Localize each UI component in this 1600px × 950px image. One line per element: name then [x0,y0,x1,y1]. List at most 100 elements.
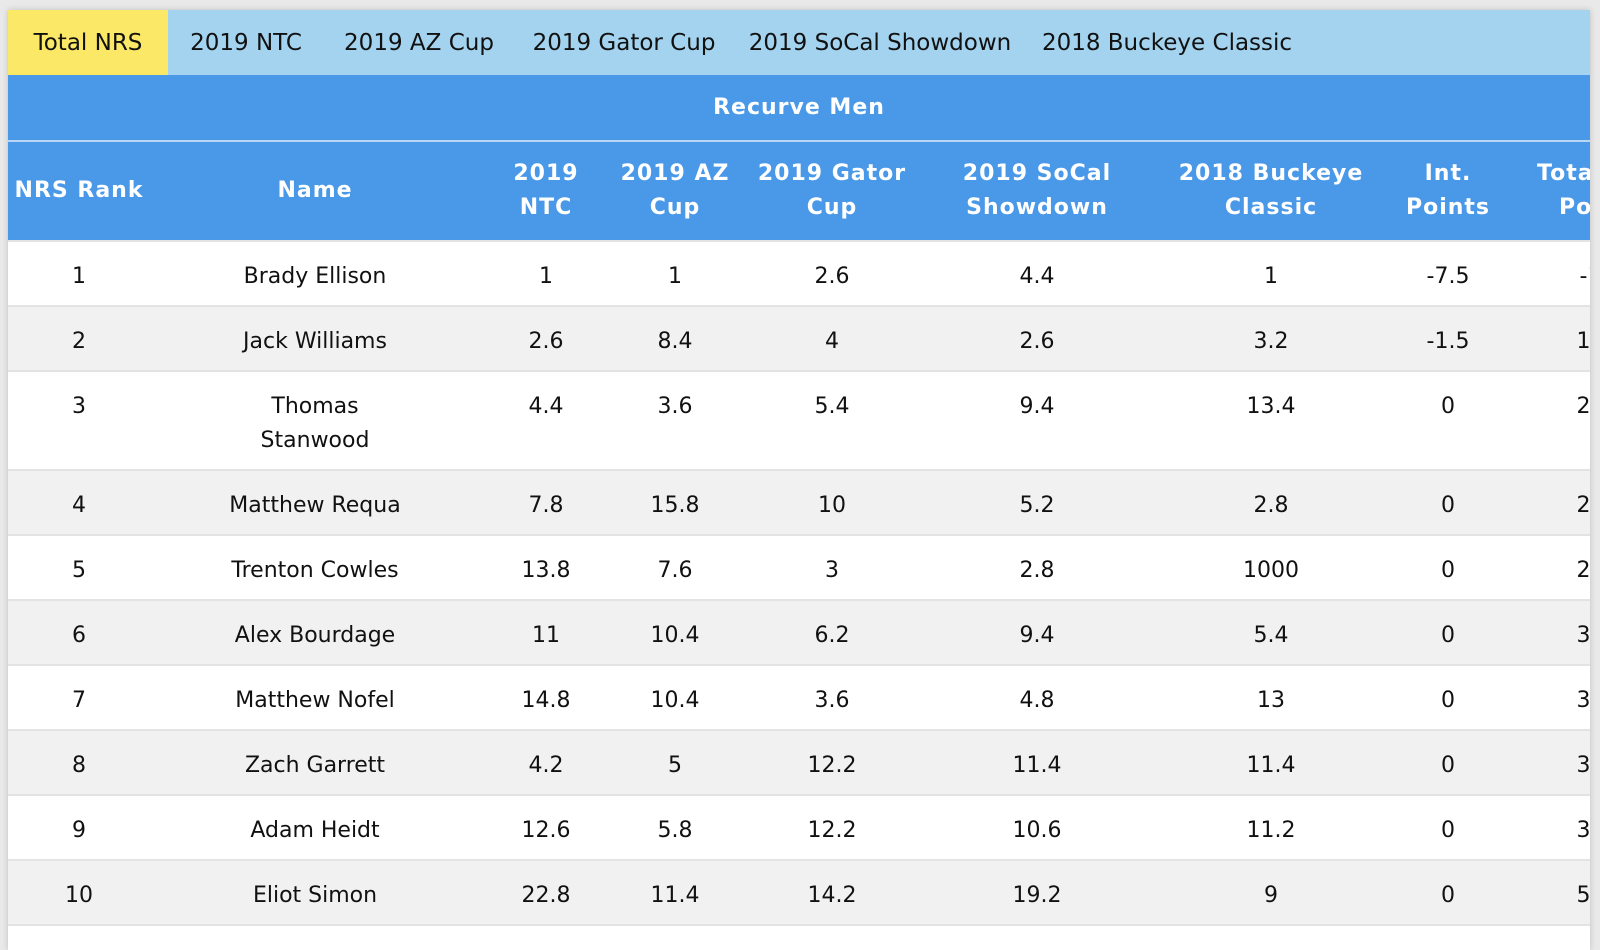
score-cell: 3.2 [1148,305,1394,371]
int-points-cell: -7.5 [1394,240,1502,306]
int-points-cell: 0 [1394,729,1502,795]
score-cell: 5.4 [1148,599,1394,665]
score-cell: 13 [1148,664,1394,730]
score-cell: 4 [738,305,926,371]
score-cell: 2.8 [1148,469,1394,535]
score-cell: 7.8 [480,469,612,535]
score-cell: 1 [480,240,612,306]
score-cell: 2.6 [480,305,612,371]
score-cell: 11.4 [1148,729,1394,795]
score-cell: 3 [738,534,926,600]
score-cell: 2.6 [738,240,926,306]
score-cell: 1000 [1148,534,1394,600]
column-header-2019-az-cup[interactable]: 2019 AZ Cup [612,142,738,241]
int-points-cell: 0 [1394,534,1502,600]
header-row: NRS Rank Name 2019 NTC 2019 AZ Cup 2019 … [8,142,1590,241]
score-cell: 10 [738,469,926,535]
total-points-cell: 32.0 [1502,729,1590,795]
score-cell: 12.2 [738,729,926,795]
score-cell: 12.2 [738,794,926,860]
int-points-cell: 0 [1394,859,1502,925]
rank-cell: 4 [8,469,150,535]
score-cell: 22.8 [480,859,612,925]
score-cell: 4.4 [480,370,612,470]
score-cell: 15.8 [612,469,738,535]
total-points-cell: 25.8 [1502,469,1590,535]
name-cell: Matthew Requa [150,469,480,535]
score-cell: 9 [1148,859,1394,925]
total-points-cell: -1.9 [1502,240,1590,306]
score-cell: 8.4 [612,305,738,371]
int-points-cell: 0 [1394,599,1502,665]
score-cell: 3.6 [738,664,926,730]
column-header-int-points[interactable]: Int. Points [1394,142,1502,241]
tab-2019-ntc[interactable]: 2019 NTC [190,29,302,56]
column-header-2019-ntc[interactable]: 2019 NTC [480,142,612,241]
score-cell: 1 [612,240,738,306]
rank-cell: 10 [8,859,150,925]
score-cell: 5.4 [738,370,926,470]
column-header-2019-socal-showdown[interactable]: 2019 SoCal Showdown [926,142,1148,241]
total-points-cell: 31.8 [1502,664,1590,730]
table-title: Recurve Men [8,75,1590,142]
column-header-name[interactable]: Name [150,142,480,241]
column-header-2019-gator-cup[interactable]: 2019 Gator Cup [738,142,926,241]
table-row: 3 Thomas Stanwood 4.4 3.6 5.4 9.4 13.4 0… [8,370,1590,470]
table-row: 7 Matthew Nofel 14.8 10.4 3.6 4.8 13 0 3… [8,664,1590,730]
column-header-total-nrs-points[interactable]: Total NRS Points [1502,142,1590,241]
score-cell: 7.6 [612,534,738,600]
int-points-cell: 0 [1394,370,1502,470]
score-cell: 14.8 [480,664,612,730]
name-cell: Eliot Simon [150,859,480,925]
score-cell: 4.4 [926,240,1148,306]
score-cell: 14.2 [738,859,926,925]
name-cell: Jack Williams [150,305,480,371]
table-row: 5 Trenton Cowles 13.8 7.6 3 2.8 1000 0 2… [8,534,1590,600]
total-points-cell: 31.4 [1502,599,1590,665]
tab-2019-socal-showdown[interactable]: 2019 SoCal Showdown [748,29,1012,56]
score-cell: 9.4 [926,599,1148,665]
rank-cell: 3 [8,370,150,470]
score-cell: 9.4 [926,370,1148,470]
name-cell: Thomas Stanwood [150,370,480,470]
tab-2018-buckeye-classic[interactable]: 2018 Buckeye Classic [1041,29,1293,56]
table-row: 4 Matthew Requa 7.8 15.8 10 5.2 2.8 0 25… [8,469,1590,535]
score-cell: 10.6 [926,794,1148,860]
total-points-cell: 10.9 [1502,305,1590,371]
name-cell: Zach Garrett [150,729,480,795]
column-header-nrs-rank[interactable]: NRS Rank [8,142,150,241]
table-row: 2 Jack Williams 2.6 8.4 4 2.6 3.2 -1.5 1… [8,305,1590,371]
table-row: 8 Zach Garrett 4.2 5 12.2 11.4 11.4 0 32… [8,729,1590,795]
score-cell: 5 [612,729,738,795]
score-cell: 10.4 [612,599,738,665]
score-cell: 13.8 [480,534,612,600]
score-cell: 2.6 [926,305,1148,371]
column-header-2018-buckeye-classic[interactable]: 2018 Buckeye Classic [1148,142,1394,241]
rank-cell: 1 [8,240,150,306]
rank-cell: 2 [8,305,150,371]
table-row: 10 Eliot Simon 22.8 11.4 14.2 19.2 9 0 5… [8,859,1590,925]
score-cell: 11.2 [1148,794,1394,860]
int-points-cell: 0 [1394,794,1502,860]
score-cell: 4.2 [480,729,612,795]
score-cell: 5.2 [926,469,1148,535]
tab-2019-gator-cup[interactable]: 2019 Gator Cup [532,29,716,56]
int-points-cell: 0 [1394,664,1502,730]
table-row: 6 Alex Bourdage 11 10.4 6.2 9.4 5.4 0 31… [8,599,1590,665]
tab-2019-az-cup[interactable]: 2019 AZ Cup [344,29,494,56]
nrs-standings-panel: Total NRS 2019 NTC 2019 AZ Cup 2019 Gato… [8,10,1590,950]
total-points-cell: 53.8 [1502,859,1590,925]
table-row: 1 Brady Ellison 1 1 2.6 4.4 1 -7.5 -1.9 [8,240,1590,306]
name-cell: Trenton Cowles [150,534,480,600]
tab-total-nrs[interactable]: Total NRS [8,10,168,75]
name-cell: Alex Bourdage [150,599,480,665]
rank-cell: 6 [8,599,150,665]
score-cell: 13.4 [1148,370,1394,470]
rank-cell: 8 [8,729,150,795]
name-cell: Matthew Nofel [150,664,480,730]
event-tabs: Total NRS 2019 NTC 2019 AZ Cup 2019 Gato… [8,10,1590,75]
rank-cell: 7 [8,664,150,730]
rank-cell: 5 [8,534,150,600]
score-cell: 5.8 [612,794,738,860]
table-row: 9 Adam Heidt 12.6 5.8 12.2 10.6 11.2 0 3… [8,794,1590,860]
